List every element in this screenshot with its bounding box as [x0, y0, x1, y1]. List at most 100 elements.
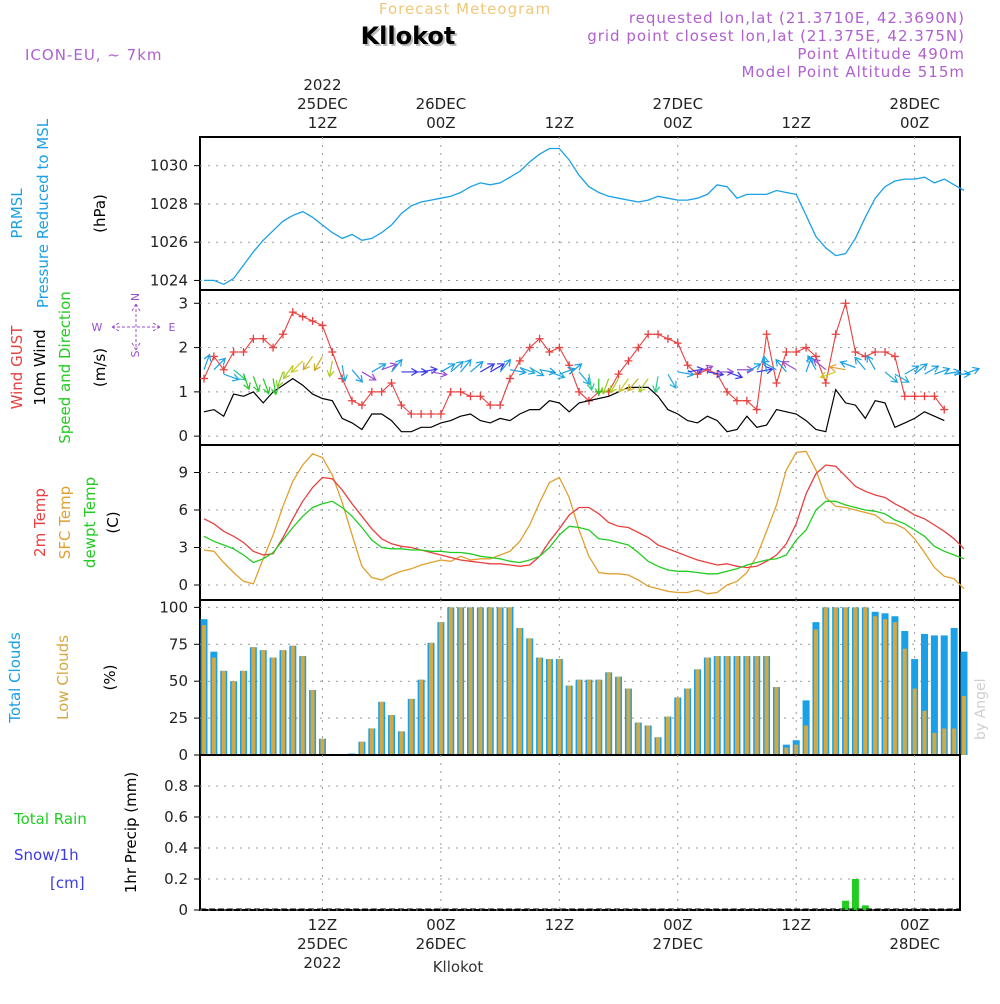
low-cloud-bar: [458, 607, 463, 755]
wind-direction-arrow: [904, 365, 920, 375]
label-1hr-precip: 1hr Precip (mm): [122, 772, 140, 893]
total-cloud-bar: [921, 633, 929, 755]
y-tick-label: 0.4: [164, 839, 188, 857]
wind-direction-arrow: [381, 362, 398, 371]
time-label-top: 00Z: [663, 114, 692, 132]
gust-marker: [436, 410, 445, 418]
wind-direction-arrow: [839, 360, 856, 369]
low-cloud-bar: [853, 607, 858, 755]
gust-marker: [466, 392, 475, 401]
label-10m-wind: 10m Wind: [31, 329, 49, 405]
gust-marker: [397, 401, 406, 410]
gust-marker: [614, 370, 623, 379]
y-tick-label: 9: [178, 464, 188, 482]
wind-direction-arrow: [760, 354, 769, 373]
wind-direction-arrow: [627, 378, 639, 392]
wind-direction-arrow: [440, 363, 456, 373]
gust-marker: [762, 330, 771, 339]
y-tick-label: 100: [159, 598, 188, 616]
low-cloud-bar: [902, 648, 907, 755]
time-label-top: 28DEC: [889, 95, 940, 113]
low-cloud-bar: [843, 607, 848, 755]
wind-direction-arrow: [290, 360, 304, 374]
low-cloud-bar: [557, 659, 562, 755]
gust-marker: [456, 387, 465, 396]
low-cloud-bar: [616, 676, 621, 755]
gust-marker: [259, 334, 268, 343]
low-cloud-bar: [261, 650, 266, 755]
y-tick-label: 0.2: [164, 870, 188, 888]
low-cloud-bar: [537, 657, 542, 755]
gust-marker: [357, 401, 366, 410]
wind-direction-arrow: [302, 356, 314, 371]
gust-marker: [525, 343, 534, 352]
low-cloud-bar: [705, 657, 710, 755]
low-cloud-bar: [271, 657, 276, 755]
rain-bar: [851, 879, 859, 910]
low-cloud-bar: [744, 656, 749, 755]
gust-marker: [535, 334, 544, 343]
low-cloud-bar: [241, 670, 246, 755]
gust-marker: [792, 348, 801, 356]
label-celsius: (C): [104, 511, 122, 533]
low-cloud-bar: [419, 679, 424, 755]
y-tick-label: 0: [178, 427, 188, 445]
low-cloud-bar: [606, 672, 611, 755]
wind-direction-arrow: [812, 358, 827, 371]
y-tick-label: 1028: [150, 195, 188, 213]
wind-direction-arrow: [361, 371, 377, 381]
time-label-top: 00Z: [900, 114, 929, 132]
wind-direction-arrow: [460, 358, 472, 373]
time-label-bottom: 00Z: [426, 916, 455, 934]
requested-location: requested lon,lat (21.3710E, 42.3690N): [629, 9, 965, 27]
wind-direction-arrow: [578, 371, 591, 386]
compass-rose: W E N S: [92, 293, 176, 358]
low-cloud-bar: [280, 650, 285, 755]
location-title: Kllokot: [361, 22, 456, 50]
gust-marker: [555, 343, 564, 352]
sfc-temp-line: [203, 450, 965, 595]
low-cloud-bar: [942, 728, 947, 755]
wind-direction-arrow: [746, 363, 762, 373]
wind-direction-arrow: [954, 370, 972, 379]
panel-frame: [199, 444, 961, 601]
wind-direction-arrow: [594, 378, 603, 396]
gust-marker: [871, 348, 880, 356]
wind-direction-arrow: [262, 378, 271, 395]
wind-direction-arrow: [609, 378, 620, 394]
product-title: Forecast Meteogram: [379, 0, 551, 18]
compass-n: N: [129, 293, 142, 301]
gust-marker: [644, 330, 653, 339]
wind-direction-arrow: [963, 366, 981, 375]
low-cloud-bar: [320, 738, 325, 755]
low-cloud-bar: [468, 607, 473, 755]
time-label-top: 00Z: [426, 114, 455, 132]
gust-marker: [239, 348, 248, 356]
label-speed-direction: Speed and Direction: [56, 291, 74, 444]
wind-direction-arrow: [717, 367, 735, 376]
panel-frame: [199, 754, 961, 911]
time-label-bottom: 26DEC: [416, 935, 467, 953]
gust-marker: [900, 392, 909, 401]
wind-direction-arrow: [450, 360, 464, 373]
gust-marker: [308, 317, 317, 325]
wind-direction-arrow: [499, 358, 512, 373]
panel-wind: 0 1 2 3 Wind GUST 10m Wind Speed and Direction…: [8, 289, 981, 446]
low-cloud-bar: [754, 656, 759, 755]
gust-marker: [229, 348, 238, 356]
low-cloud-bar: [547, 659, 552, 755]
y-tick-label: 2: [178, 339, 188, 357]
model-name: ICON-EU, ~ 7km: [25, 46, 163, 64]
low-cloud-bar: [823, 607, 828, 755]
wind-direction-arrow: [652, 376, 661, 394]
wind-direction-arrow: [807, 354, 817, 371]
y-tick-label: 3: [178, 294, 188, 312]
wind-direction-arrow: [242, 373, 251, 391]
time-label-top: 12Z: [782, 114, 811, 132]
gust-marker: [505, 374, 514, 383]
low-cloud-bar: [804, 725, 809, 755]
gust-marker: [318, 321, 327, 330]
wind-direction-arrow: [509, 367, 527, 376]
compass-e: E: [169, 321, 176, 334]
